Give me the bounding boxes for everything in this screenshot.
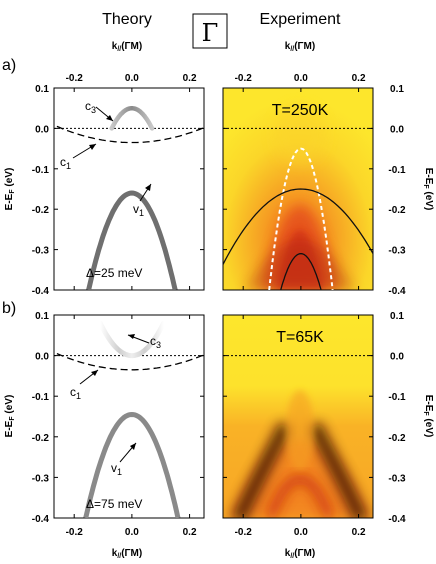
e-axis-label-b-left: E-EF (eV) [4, 395, 16, 438]
panel-a-label: a) [2, 57, 16, 74]
panel-b-c3-band [97, 320, 167, 359]
top-k-label-experiment: k//(ΓM) [285, 41, 315, 53]
axis-ticks: -0.2 0.0 0.2 -0.2 0.0 0.2 -0.2 0.0 0.2 -0.2 0.0 0.2… [32, 73, 406, 538]
gamma-symbol: Γ [202, 19, 219, 47]
top-k-label-theory: k//(ΓM) [112, 41, 142, 53]
panel-a-v1-band [86, 190, 178, 290]
panel-a-experiment-curves [223, 127, 373, 290]
y-tick-label-left: 0.1 [35, 84, 49, 95]
y-tick-label-right: -0.1 [388, 392, 406, 403]
panel-a-c3-band [109, 105, 155, 131]
x-tick-label-bottom: -0.2 [235, 527, 253, 538]
panel-a-experiment-frame [222, 87, 374, 291]
panel-b-theory-curves [54, 320, 204, 518]
y-tick-label-right: -0.3 [388, 246, 406, 257]
e-axis-label-a-left: E-EF (eV) [4, 168, 16, 211]
y-tick-label-left: -0.1 [32, 165, 50, 176]
panel-b-c1-band [56, 352, 204, 371]
panel-a-delta: Δ=25 meV [86, 266, 142, 280]
panel-a-experiment-intensity [223, 88, 373, 290]
y-tick-label-left: -0.4 [32, 514, 50, 525]
y-tick-label-right: 0.0 [390, 124, 404, 135]
x-tick-label-bottom: 0.0 [294, 527, 308, 538]
x-tick-label-top: -0.2 [66, 73, 84, 84]
y-tick-label-left: -0.1 [32, 392, 50, 403]
panel-b-temperature: T=65K [276, 329, 324, 346]
panel-a-theory-curves [54, 105, 204, 290]
y-tick-label-right: -0.1 [388, 165, 406, 176]
bottom-k-label-experiment: k//(ΓM) [285, 548, 315, 560]
panel-a-experiment-outer-band [223, 188, 373, 265]
x-tick-label-bottom: -0.2 [66, 527, 84, 538]
panel-b-v1-label: v1 [111, 461, 122, 477]
panel-b-c3-label: c3 [150, 334, 161, 350]
panel-b-theory-frame [53, 314, 205, 519]
experiment-heading: Experiment [260, 11, 341, 28]
y-tick-label-left: 0.1 [35, 311, 49, 322]
y-tick-label-left: -0.3 [32, 246, 50, 257]
y-tick-label-left: 0.0 [35, 352, 49, 363]
x-tick-label-bottom: 0.2 [352, 527, 366, 538]
y-tick-label-left: -0.2 [32, 433, 50, 444]
x-tick-label-top: 0.0 [294, 73, 308, 84]
x-tick-label-top: 0.2 [352, 73, 366, 84]
y-tick-label-right: -0.2 [388, 205, 406, 216]
y-tick-label-right: -0.3 [388, 473, 406, 484]
gamma-box [192, 13, 228, 49]
y-tick-label-left: 0.0 [35, 124, 49, 135]
panel-a-experiment-dashed-band [268, 147, 334, 290]
panel-b-c1-label: c1 [70, 385, 81, 401]
y-tick-label-right: 0.1 [390, 84, 404, 95]
panel-b-experiment-intensity [223, 315, 373, 518]
x-tick-label-bottom: 0.0 [125, 527, 139, 538]
y-tick-label-left: -0.3 [32, 473, 50, 484]
x-tick-label-top: 0.2 [183, 73, 197, 84]
panel-a-c1-label: c1 [60, 155, 71, 171]
theory-heading: Theory [102, 11, 152, 28]
panel-b-delta: Δ=75 meV [86, 497, 142, 511]
e-axis-label-b-right: E-EF (eV) [422, 395, 434, 438]
e-axis-label-a-right: E-EF (eV) [422, 168, 434, 211]
panel-b-label: b) [2, 300, 16, 317]
panel-b-v1-band [83, 411, 181, 518]
x-tick-label-top: 0.0 [125, 73, 139, 84]
panel-a-experiment-inner-band [280, 252, 322, 290]
y-tick-label-right: 0.1 [390, 311, 404, 322]
panel-a-theory-frame [53, 87, 205, 291]
y-tick-label-right: -0.4 [388, 286, 406, 297]
panel-a-v1-label: v1 [133, 202, 144, 218]
panel-a-temperature: T=250K [272, 102, 329, 119]
y-tick-label-right: -0.4 [388, 514, 406, 525]
panel-a-c1-band [56, 125, 204, 144]
y-tick-label-right: 0.0 [390, 352, 404, 363]
y-tick-label-left: -0.2 [32, 205, 50, 216]
bottom-k-label-theory: k//(ΓM) [112, 548, 142, 560]
panel-b-experiment-frame [222, 314, 374, 519]
y-tick-label-left: -0.4 [32, 286, 50, 297]
x-tick-label-bottom: 0.2 [183, 527, 197, 538]
panel-a-c3-label: c3 [85, 99, 96, 115]
y-tick-label-right: -0.2 [388, 433, 406, 444]
x-tick-label-top: -0.2 [235, 73, 253, 84]
